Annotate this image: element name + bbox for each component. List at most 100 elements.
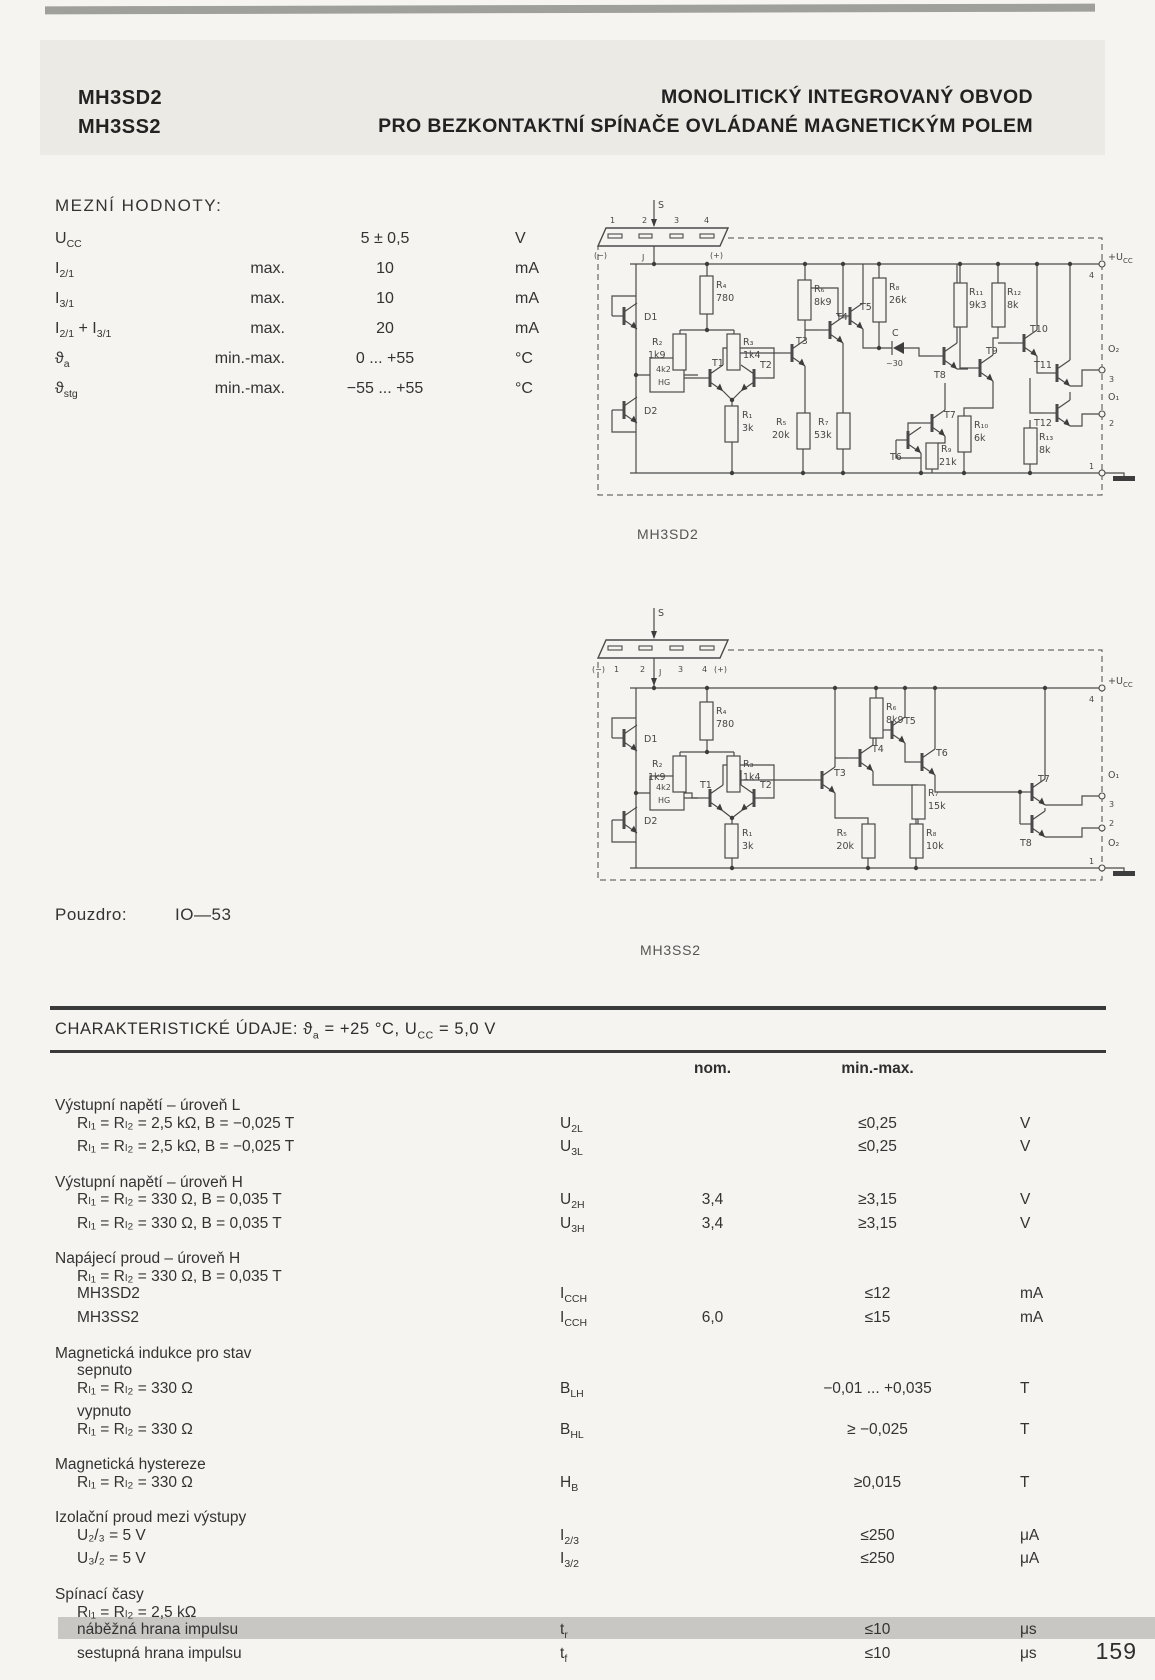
row-symbol: BLH — [560, 1379, 584, 1400]
row-unit: V — [1020, 1114, 1031, 1132]
d2-r8-label: R₈ — [926, 828, 937, 839]
row-min-max-value: ≥ −0,025 — [847, 1420, 908, 1438]
row-min-max-value: ≤15 — [864, 1308, 891, 1326]
d2-ucc-label: +U — [1108, 676, 1123, 687]
row-text: Izolační proud mezi výstupy — [55, 1509, 247, 1527]
d1-r7-label: R₇ — [818, 417, 829, 428]
table-row: Izolační proud mezi výstupy — [55, 1509, 1111, 1527]
d2-r4-label: R₄ — [716, 706, 727, 717]
table-row: Rₗ₁ = Rₗ₂ = 330 Ω, B = 0,035 T U3H 3,4 ≥… — [55, 1215, 1111, 1239]
limit-symbol: ϑstg — [55, 380, 78, 401]
row-text: Rₗ₁ = Rₗ₂ = 2,5 kΩ, B = −0,025 T — [77, 1114, 295, 1132]
d1-ucc-pin: 4 — [1089, 271, 1094, 280]
d2-r3-label: R₃ — [743, 759, 754, 770]
table-row: Rₗ₁ = Rₗ₂ = 2,5 kΩ, B = −0,025 T U3L ≤0,… — [55, 1138, 1111, 1162]
table-row: Rₗ₁ = Rₗ₂ = 330 Ω BLH −0,01 ... +0,035 T — [55, 1380, 1111, 1404]
d2-package: (−) 1 2 J 3 4 (+) S — [592, 608, 730, 688]
d1-r5-label: R₅ — [776, 417, 787, 428]
row-min-max-value: ≤0,25 — [858, 1114, 897, 1132]
d1-capacitor: C ~30 — [886, 328, 904, 368]
row-unit: mA — [1020, 1285, 1044, 1303]
d2-resistors: R₄ 780 R₂ 1k9 R₃ 1k4 R₁ 3k R₆ 8k9 R₇ 15k… — [648, 697, 946, 859]
d1-r13-value: 8k — [1039, 445, 1051, 456]
table-row: Rₗ₁ = Rₗ₂ = 2,5 kΩ, B = −0,025 T U2L ≤0,… — [55, 1115, 1111, 1139]
d1-t3-label: T3 — [795, 336, 808, 347]
row-text: Rₗ₁ = Rₗ₂ = 330 Ω, B = 0,035 T — [77, 1191, 282, 1209]
d2-terminals: 4 +U CC O₁ 3 2 O₂ 1 — [1089, 676, 1135, 876]
row-symbol: I3/2 — [560, 1550, 579, 1571]
d2-pin-1: 1 — [614, 665, 619, 674]
row-min-max-value: ≥0,015 — [853, 1473, 902, 1491]
table-row: Napájecí proud – úroveň H — [55, 1250, 1111, 1268]
limit-unit: °C — [515, 380, 533, 397]
d2-pin3-label: 3 — [1109, 800, 1114, 809]
d1-t2-label: T2 — [759, 360, 772, 371]
d1-r6-label: R₆ — [814, 284, 825, 295]
d1-t1-label: T1 — [711, 358, 724, 369]
d2-border — [597, 649, 1103, 881]
row-unit: μs — [1020, 1644, 1037, 1662]
table-rule-under-heading — [50, 1050, 1106, 1053]
row-text: MH3SD2 — [77, 1285, 140, 1303]
package-label: Pouzdro: — [55, 905, 128, 924]
d2-d1-label: D1 — [644, 734, 657, 745]
table-row: Rₗ₁ = Rₗ₂ = 330 Ω BHL ≥ −0,025 T — [55, 1421, 1111, 1445]
d1-r1-label: R₁ — [742, 410, 753, 421]
package-value: IO—53 — [175, 905, 232, 924]
limit-value: 0 ... +55 — [355, 350, 415, 367]
limits-section: MEZNÍ HODNOTY: UCC 5 ± 0,5 V I2/1 max. 1… — [55, 196, 615, 410]
d2-o2-label: O₂ — [1108, 838, 1119, 849]
table-row: sestupná hrana impulsu tf ≤10 μs — [55, 1645, 1111, 1669]
page-title: MONOLITICKÝ INTEGROVANÝ OBVOD PRO BEZKON… — [378, 83, 1033, 141]
d2-t2-label: T2 — [759, 780, 772, 791]
row-nom-value: 3,4 — [701, 1214, 724, 1232]
d2-r7-label: R₇ — [928, 788, 939, 799]
characteristics-table: Výstupní napětí – úroveň L Rₗ₁ = Rₗ₂ = 2… — [55, 1085, 1111, 1680]
table-row: MH3SD2 ICCH ≤12 mA — [55, 1285, 1111, 1309]
d1-pin2-label: 2 — [1109, 419, 1114, 428]
row-text: náběžná hrana impulsu — [77, 1621, 239, 1639]
row-unit: V — [1020, 1138, 1031, 1156]
d1-r11-label: R₁₁ — [969, 287, 983, 298]
d1-ucc-sub: CC — [1123, 257, 1133, 265]
d1-t7-label: T7 — [943, 410, 956, 421]
row-min-max-value: ≥3,15 — [858, 1191, 897, 1209]
part-number-1: MH3SD2 — [78, 87, 163, 109]
d2-r8-value: 10k — [926, 841, 944, 852]
row-min-max-value: ≤12 — [864, 1285, 891, 1303]
table-row: Magnetická indukce pro stav — [55, 1345, 1111, 1363]
row-text: Rₗ₁ = Rₗ₂ = 330 Ω — [77, 1420, 193, 1438]
row-symbol: ICCH — [560, 1285, 588, 1306]
d1-pin-1: 1 — [610, 216, 615, 225]
d1-minus-label: (−) — [594, 251, 607, 260]
limit-unit: mA — [515, 320, 539, 337]
row-symbol: U3L — [560, 1138, 583, 1159]
table-column-headers: nom. min.-max. — [55, 1060, 1105, 1078]
d1-r4-value: 780 — [716, 293, 734, 304]
d2-pin-4: 4 — [702, 665, 707, 674]
d1-border — [597, 237, 1103, 496]
limits-row: I3/1 max. 10 mA — [55, 290, 615, 320]
title-line-1: MONOLITICKÝ INTEGROVANÝ OBVOD — [661, 86, 1033, 108]
mh3sd2-circuit-diagram: 1 2 3 4 (−) (+) S J — [594, 200, 1135, 496]
row-min-max-value: −0,01 ... +0,035 — [823, 1379, 932, 1397]
d1-t6-label: T6 — [889, 452, 902, 463]
title-line-2: PRO BEZKONTAKTNÍ SPÍNAČE OVLÁDANÉ MAGNET… — [378, 115, 1033, 137]
row-text: Rₗ₁ = Rₗ₂ = 330 Ω — [77, 1473, 193, 1491]
row-unit: μA — [1020, 1550, 1040, 1568]
d2-t6-label: T6 — [935, 748, 948, 759]
limit-condition: max. — [250, 260, 285, 277]
row-unit: μs — [1020, 1621, 1037, 1639]
d1-t8-label: T8 — [933, 370, 946, 381]
d2-r5-value: 20k — [836, 841, 854, 852]
limit-unit: °C — [515, 350, 533, 367]
row-unit: mA — [1020, 1308, 1044, 1326]
d1-r12-value: 8k — [1007, 300, 1019, 311]
row-min-max-value: ≤0,25 — [858, 1138, 897, 1156]
d1-t12-label: T12 — [1033, 418, 1052, 429]
d1-r2-label: R₂ — [652, 337, 663, 348]
row-unit: V — [1020, 1191, 1031, 1209]
limit-symbol: ϑa — [55, 350, 70, 371]
row-text: sestupná hrana impulsu — [77, 1644, 242, 1662]
row-text: Rₗ₁ = Rₗ₂ = 330 Ω, B = 0,035 T — [77, 1267, 282, 1285]
